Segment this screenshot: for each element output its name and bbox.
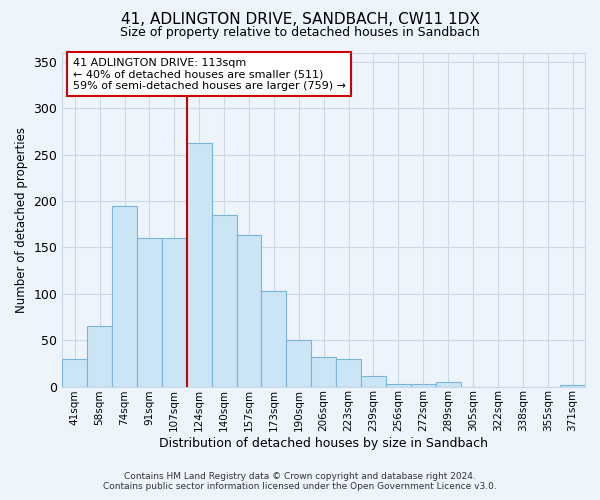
Y-axis label: Number of detached properties: Number of detached properties <box>15 126 28 312</box>
Bar <box>112 206 137 386</box>
Bar <box>212 215 236 386</box>
Bar <box>361 376 386 386</box>
Bar <box>137 238 162 386</box>
Bar <box>286 340 311 386</box>
Bar <box>386 384 411 386</box>
Bar <box>311 357 336 386</box>
Bar <box>87 326 112 386</box>
Bar <box>62 358 87 386</box>
Bar <box>336 358 361 386</box>
Text: Size of property relative to detached houses in Sandbach: Size of property relative to detached ho… <box>120 26 480 39</box>
Text: Contains HM Land Registry data © Crown copyright and database right 2024.
Contai: Contains HM Land Registry data © Crown c… <box>103 472 497 491</box>
Bar <box>262 291 286 386</box>
Bar <box>560 384 585 386</box>
X-axis label: Distribution of detached houses by size in Sandbach: Distribution of detached houses by size … <box>159 437 488 450</box>
Text: 41, ADLINGTON DRIVE, SANDBACH, CW11 1DX: 41, ADLINGTON DRIVE, SANDBACH, CW11 1DX <box>121 12 479 28</box>
Bar <box>411 384 436 386</box>
Bar <box>236 236 262 386</box>
Bar <box>162 238 187 386</box>
Text: 41 ADLINGTON DRIVE: 113sqm
← 40% of detached houses are smaller (511)
59% of sem: 41 ADLINGTON DRIVE: 113sqm ← 40% of deta… <box>73 58 346 90</box>
Bar <box>187 144 212 386</box>
Bar <box>436 382 461 386</box>
